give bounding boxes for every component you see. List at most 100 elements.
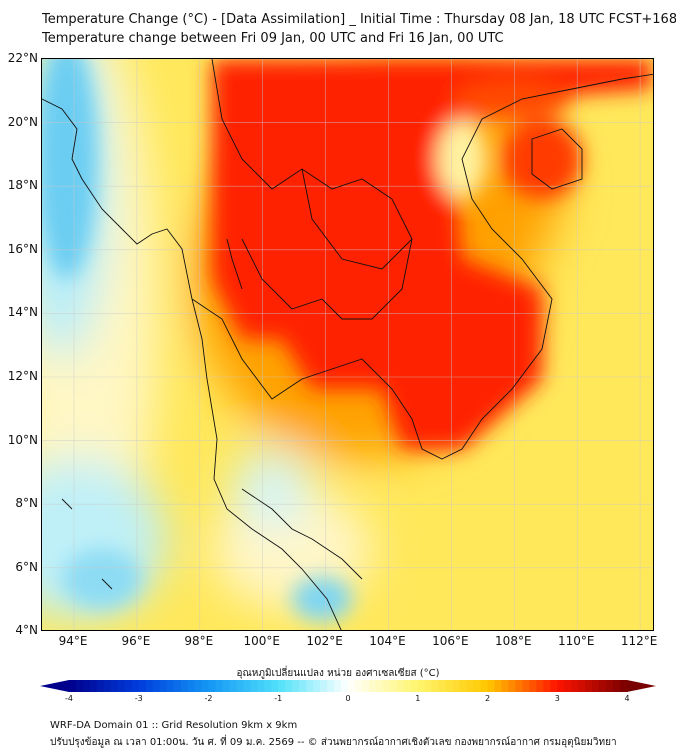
colorbar-segment [341, 680, 349, 692]
colorbar-segment [550, 680, 558, 692]
colorbar-segment [466, 680, 475, 692]
colorbar-segment [396, 680, 405, 692]
colorbar-segment [529, 680, 537, 692]
colorbar-min-extend [40, 680, 69, 692]
colorbar-segment [180, 680, 189, 692]
grid-lines [42, 59, 653, 630]
colorbar-segment [187, 680, 196, 692]
colorbar-segment [410, 680, 419, 692]
colorbar-segment [361, 680, 370, 692]
colorbar-segment [515, 680, 523, 692]
colorbar-segment [571, 680, 579, 692]
colorbar-segment [368, 680, 377, 692]
colorbar-segment [152, 680, 161, 692]
colorbar-segment [480, 680, 488, 692]
lat-tick-label: 10°N [7, 432, 38, 447]
colorbar-segment [264, 680, 272, 692]
colorbar-segment [96, 680, 105, 692]
lat-tick-label: 12°N [7, 369, 38, 383]
colorbar-segment [536, 680, 544, 692]
colorbar-segment [592, 680, 600, 692]
colorbar-tick-label: 4 [624, 694, 630, 703]
colorbar-segment [327, 680, 335, 692]
colorbar-segment [599, 680, 607, 692]
colorbar-segment [613, 680, 621, 692]
colorbar-segment [508, 680, 516, 692]
lat-tick-label: 16°N [7, 241, 38, 256]
colorbar-segment [222, 680, 230, 692]
lat-tick-label: 4°N [15, 623, 38, 638]
colorbar-tick-label: 1 [415, 694, 421, 703]
lat-tick-label: 20°N [7, 114, 38, 129]
colorbar-segment [138, 680, 147, 692]
lon-tick-label: 100°E [243, 634, 280, 648]
colorbar-segment [501, 680, 509, 692]
colorbar-segment [438, 680, 447, 692]
colorbar-segment [403, 680, 412, 692]
colorbar-segment [75, 680, 84, 692]
colorbar-segment [194, 680, 203, 692]
colorbar-segment [306, 680, 314, 692]
lon-tick-label: 94°E [58, 634, 88, 648]
colorbar-tick-label: -3 [134, 694, 143, 703]
colorbar-segment [299, 680, 307, 692]
colorbar-segment [271, 680, 279, 692]
lon-tick-label: 102°E [306, 634, 343, 648]
colorbar-segment [578, 680, 586, 692]
colorbar-segment [354, 680, 363, 692]
colorbar-tick-label: 2 [484, 694, 491, 703]
lat-tick-label: 18°N [7, 178, 38, 193]
map-field [42, 59, 653, 630]
colorbar-segment [473, 680, 482, 692]
colorbar-tick-label: -2 [204, 694, 213, 703]
colorbar-tick-label: -4 [65, 694, 73, 703]
lon-tick-label: 108°E [495, 634, 532, 648]
footer-model-info: WRF-DA Domain 01 :: Grid Resolution 9km … [50, 720, 298, 731]
colorbar-segment [564, 680, 572, 692]
lat-tick-label: 8°N [15, 496, 38, 511]
colorbar-segment [375, 680, 384, 692]
lat-tick-label: 14°N [7, 305, 38, 320]
colorbar-segment [250, 680, 258, 692]
colorbar-segment [389, 680, 398, 692]
colorbar-segment [431, 680, 440, 692]
colorbar-segment [215, 680, 223, 692]
colorbar-label: อุณหภูมิเปลี่ยนแปลง หน่วย องศาเซลเซียส (… [236, 668, 440, 679]
colorbar-segment [334, 680, 342, 692]
lon-tick-label: 106°E [432, 634, 469, 648]
lon-tick-label: 96°E [121, 634, 151, 648]
colorbar-segment [166, 680, 175, 692]
colorbar-segment [257, 680, 265, 692]
colorbar-segment [278, 680, 286, 692]
colorbar-segment [110, 680, 119, 692]
temperature-change-map [41, 58, 654, 631]
colorbar-segment [543, 680, 551, 692]
colorbar-segment [522, 680, 530, 692]
colorbar-segment [208, 680, 216, 692]
colorbar-segment [348, 680, 356, 692]
colorbar-segment [382, 680, 391, 692]
colorbar-segment [459, 680, 468, 692]
colorbar-segment [69, 680, 77, 692]
map-subtitle: Temperature change between Fri 09 Jan, 0… [42, 31, 504, 46]
lat-tick-label: 22°N [7, 51, 38, 65]
coastlines-and-borders [42, 59, 653, 630]
colorbar-segment [117, 680, 126, 692]
colorbar-segment [229, 680, 237, 692]
colorbar-segment [159, 680, 168, 692]
colorbar-segment [313, 680, 321, 692]
colorbar-segment [145, 680, 154, 692]
map-title: Temperature Change (°C) - [Data Assimila… [42, 12, 676, 27]
footer-credit: ปรับปรุงข้อมูล ณ เวลา 01:00น. วัน ศ. ที่… [50, 737, 617, 748]
colorbar-segment [424, 680, 433, 692]
colorbar-segment [494, 680, 502, 692]
colorbar-segment [292, 680, 300, 692]
colorbar-segment [452, 680, 461, 692]
colorbar [40, 680, 656, 692]
colorbar-segment [131, 680, 140, 692]
colorbar-segment [236, 680, 244, 692]
colorbar-segment [620, 680, 628, 692]
lon-tick-label: 104°E [369, 634, 406, 648]
lon-tick-label: 98°E [184, 634, 214, 648]
